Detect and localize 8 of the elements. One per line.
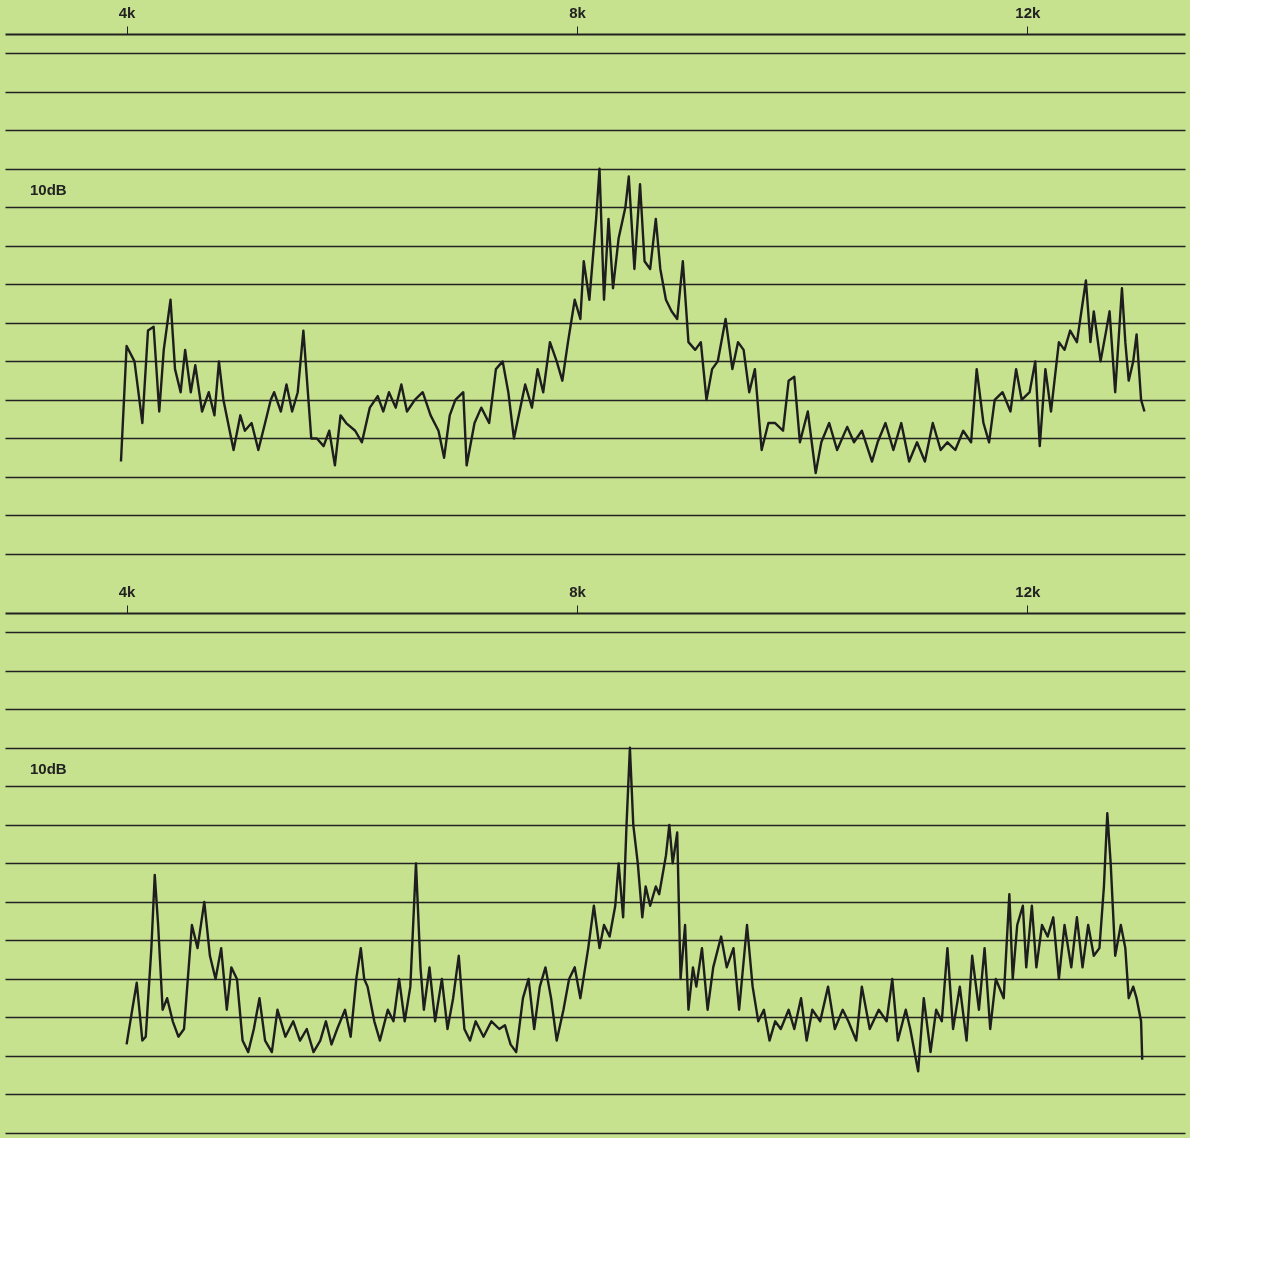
x-tick-label: 8k: [569, 582, 587, 600]
annotation: 10dB: [30, 760, 67, 777]
x-tick-label: 4k: [118, 582, 137, 600]
x-tick-label: 12k: [1015, 3, 1042, 21]
x-tick-label: 12k: [1015, 582, 1042, 600]
x-tick-label: 8k: [569, 3, 587, 21]
annotation: 10dB: [30, 181, 67, 198]
x-tick-label: 4k: [118, 3, 137, 21]
